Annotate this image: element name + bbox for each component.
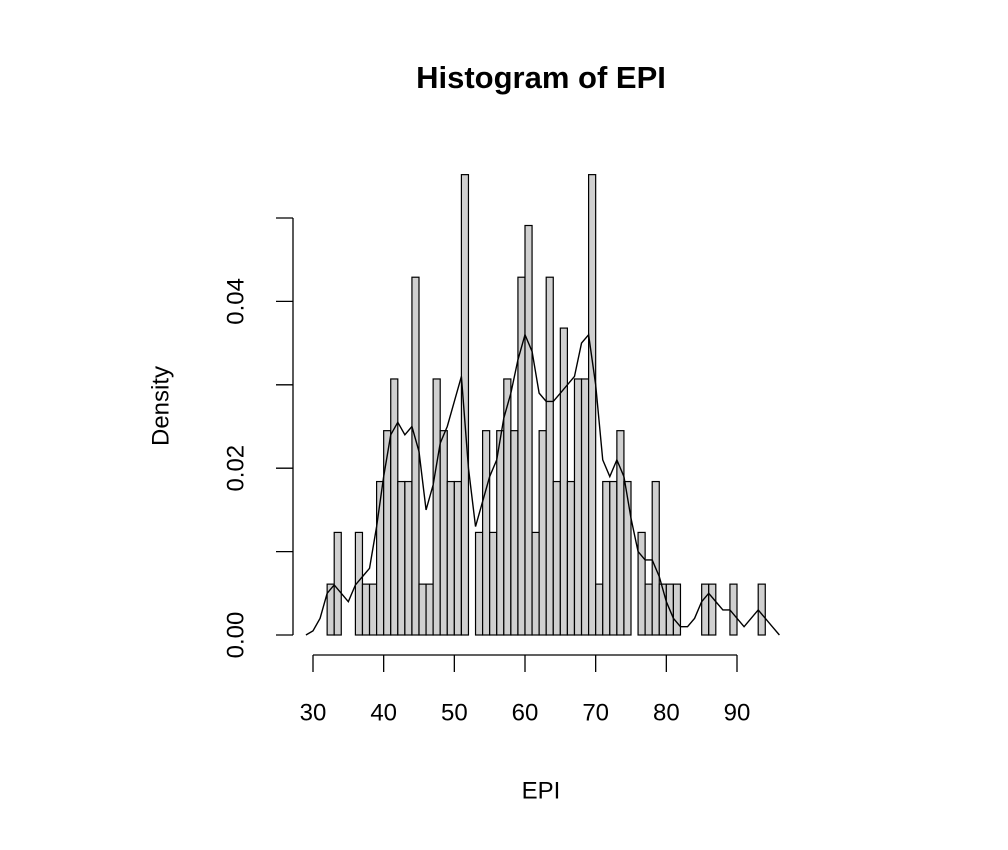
bar xyxy=(609,480,618,636)
bar xyxy=(411,276,420,636)
bar xyxy=(580,378,590,636)
bar xyxy=(545,276,554,636)
bar xyxy=(587,174,597,636)
x-tick-label: 90 xyxy=(724,699,751,726)
bar xyxy=(496,430,505,636)
bar xyxy=(658,583,667,636)
bar xyxy=(701,583,710,636)
bar xyxy=(651,480,660,636)
bar xyxy=(566,480,576,636)
density-curve xyxy=(305,332,780,636)
x-tick-label: 70 xyxy=(582,699,609,726)
bar xyxy=(644,583,653,636)
bar xyxy=(552,480,561,636)
bar xyxy=(510,430,519,636)
x-tick-label: 50 xyxy=(441,699,468,726)
bar xyxy=(418,583,427,636)
bar xyxy=(446,480,455,636)
x-tick-label: 60 xyxy=(512,699,539,726)
bar xyxy=(503,378,512,636)
x-tick-label: 80 xyxy=(653,699,680,726)
bar xyxy=(729,583,738,636)
bar xyxy=(439,430,448,636)
x-axis-label: EPI xyxy=(522,777,561,804)
bar xyxy=(708,583,717,636)
bar xyxy=(538,430,547,636)
bar xyxy=(482,430,491,636)
bar xyxy=(368,583,378,636)
bar xyxy=(425,583,434,636)
x-tick-label: 40 xyxy=(370,699,397,726)
bar xyxy=(361,583,371,636)
bar xyxy=(489,531,498,636)
bar xyxy=(757,583,766,636)
bar xyxy=(531,531,540,636)
bar xyxy=(432,378,441,636)
bar xyxy=(637,531,646,636)
bar xyxy=(559,327,568,636)
bar xyxy=(383,430,392,636)
bar xyxy=(397,480,406,636)
y-tick-label: 0.02 xyxy=(222,445,249,492)
y-axis-label: Density xyxy=(147,366,174,446)
bar xyxy=(460,174,470,636)
bar xyxy=(517,276,526,636)
bar xyxy=(453,480,463,636)
chart-title: Histogram of EPI xyxy=(416,60,666,95)
bar xyxy=(404,480,413,636)
bar xyxy=(672,583,682,636)
y-tick-label: 0.00 xyxy=(222,612,249,659)
bar xyxy=(573,378,583,636)
bar xyxy=(602,480,611,636)
x-tick-label: 30 xyxy=(300,699,327,726)
bar xyxy=(623,480,632,636)
bar xyxy=(390,378,399,636)
bar xyxy=(595,583,604,636)
bar xyxy=(333,531,342,636)
bar xyxy=(524,224,533,636)
bar xyxy=(474,531,484,636)
y-tick-label: 0.04 xyxy=(222,278,249,325)
